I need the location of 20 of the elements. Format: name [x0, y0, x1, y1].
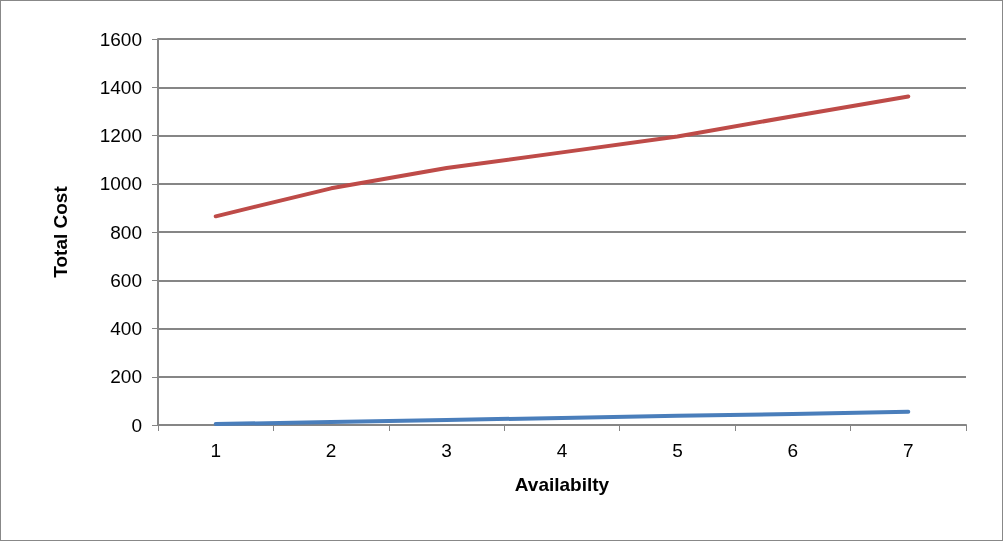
- x-tick-label: 1: [210, 440, 221, 461]
- x-tick-label: 6: [787, 440, 799, 461]
- x-tick-label: 3: [441, 440, 452, 461]
- y-tick-label: 1400: [99, 76, 142, 98]
- x-tick-label: 2: [325, 440, 337, 461]
- x-tick-label: 5: [672, 440, 683, 461]
- y-tick-label: 200: [110, 366, 142, 388]
- y-tick-label: 800: [110, 221, 142, 243]
- line-series: [213, 94, 911, 219]
- line-series: [213, 409, 911, 427]
- x-axis-title: Availabilty: [514, 474, 610, 495]
- y-tick-label: 600: [110, 269, 142, 291]
- x-tick-label: 7: [903, 440, 914, 461]
- y-tick-label: 400: [110, 318, 142, 339]
- y-tick-label: 1000: [99, 173, 142, 195]
- y-tick-label: 0: [131, 414, 142, 436]
- y-tick-label: 1600: [99, 28, 142, 50]
- y-axis-title: Total Cost: [50, 185, 71, 278]
- y-tick-label: 1200: [99, 125, 142, 146]
- x-tick-label: 4: [556, 440, 568, 461]
